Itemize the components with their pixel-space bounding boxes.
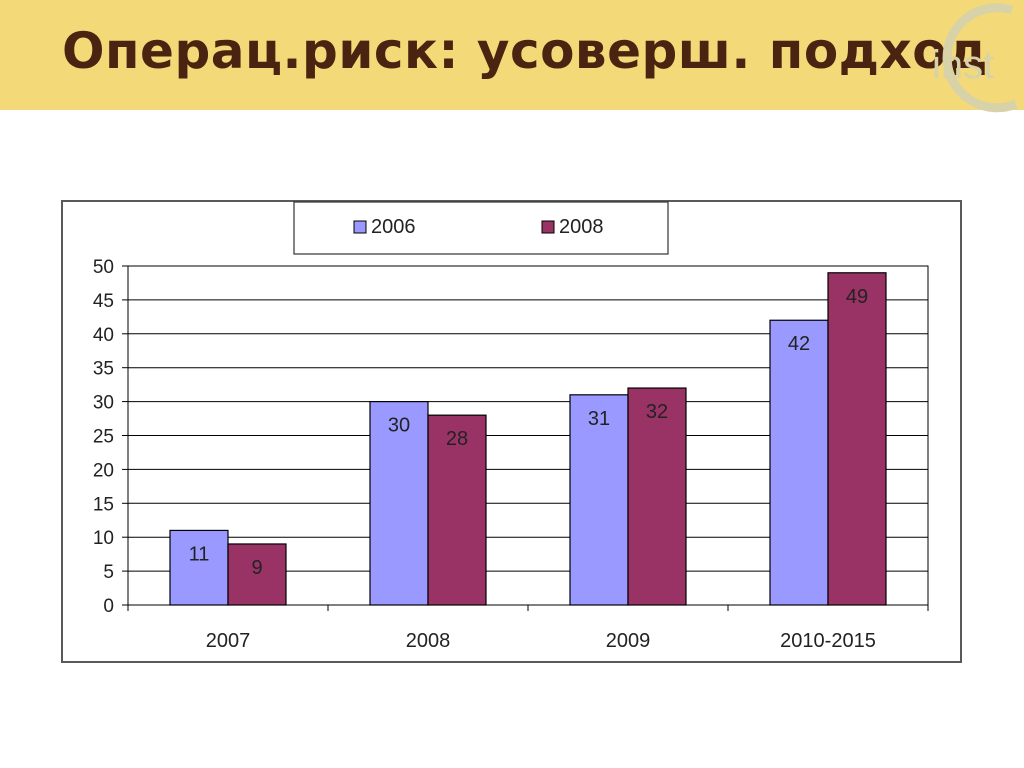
data-label: 49 (846, 286, 868, 308)
y-tick-label: 45 (93, 291, 114, 312)
x-tick-label: 2010-2015 (780, 630, 876, 652)
bar-2008-2010-2015 (827, 272, 887, 606)
bar-2008-2009 (627, 387, 687, 606)
bar-2006-2007 (169, 529, 229, 606)
y-tick-label: 10 (93, 528, 114, 549)
y-tick-label: 5 (103, 562, 114, 583)
y-tick-label: 20 (93, 460, 114, 481)
y-tick-label: 40 (93, 325, 114, 346)
logo-text: inst (932, 43, 994, 87)
data-label: 9 (251, 557, 262, 579)
data-label: 28 (446, 428, 468, 450)
legend-box (293, 201, 669, 255)
legend-swatch (353, 220, 367, 234)
x-tick-label: 2007 (206, 630, 251, 652)
x-tick-label: 2009 (606, 630, 651, 652)
inst-logo: inst (932, 3, 1018, 113)
title-band (0, 0, 1024, 110)
legend-label: 2008 (559, 216, 604, 238)
y-tick-label: 0 (103, 596, 114, 617)
data-label: 30 (388, 415, 410, 437)
y-tick-label: 50 (93, 257, 114, 278)
bar-2006-2010-2015 (769, 319, 829, 606)
legend-label: 2006 (371, 216, 416, 238)
legend-swatch (541, 220, 555, 234)
y-tick-label: 25 (93, 427, 114, 448)
data-label: 42 (788, 333, 810, 355)
y-tick-label: 30 (93, 393, 114, 414)
data-label: 32 (646, 401, 668, 423)
bar-2006-2008 (369, 401, 429, 606)
data-label: 11 (189, 543, 210, 565)
x-tick-label: 2008 (406, 630, 451, 652)
slide-title: Операц.риск: усоверш. подход (62, 22, 989, 80)
y-tick-label: 15 (93, 494, 114, 515)
data-label: 31 (588, 408, 610, 430)
bar-2008-2008 (427, 414, 487, 606)
bar-2008-2007 (227, 543, 287, 606)
y-tick-label: 35 (93, 359, 114, 380)
